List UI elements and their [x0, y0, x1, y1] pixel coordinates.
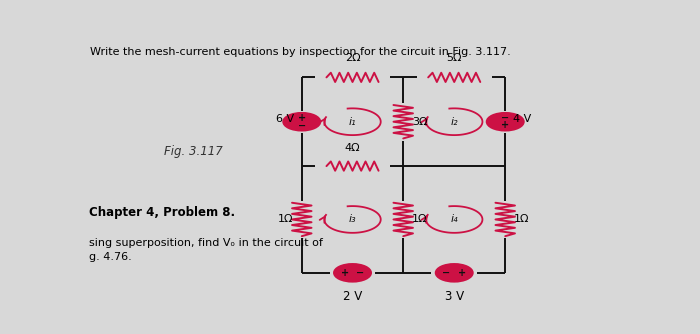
Text: 1Ω: 1Ω — [514, 214, 529, 224]
Text: −: − — [501, 113, 510, 123]
Text: i₃: i₃ — [349, 214, 356, 224]
Text: 2Ω: 2Ω — [344, 53, 360, 63]
Text: 2 V: 2 V — [343, 290, 362, 303]
Text: +: + — [458, 268, 466, 278]
Text: +: + — [501, 121, 510, 130]
Text: Write the mesh-current equations by inspection for the circuit in Fig. 3.117.: Write the mesh-current equations by insp… — [90, 46, 511, 56]
Text: Chapter 4, Problem 8.: Chapter 4, Problem 8. — [89, 206, 235, 219]
Text: Fig. 3.117: Fig. 3.117 — [164, 145, 223, 158]
Text: i₄: i₄ — [450, 214, 458, 224]
Text: +: + — [298, 113, 306, 123]
Text: −: − — [442, 268, 451, 278]
Text: 1Ω: 1Ω — [412, 214, 428, 224]
Text: 1Ω: 1Ω — [278, 214, 293, 224]
Text: 6 V: 6 V — [276, 114, 294, 124]
Text: 3 V: 3 V — [444, 290, 464, 303]
Text: −: − — [356, 268, 364, 278]
Text: −: − — [298, 121, 306, 130]
Circle shape — [284, 113, 320, 131]
Text: 5Ω: 5Ω — [447, 53, 462, 63]
Text: sing superposition, find Vₒ in the circuit of
g. 4.76.: sing superposition, find Vₒ in the circu… — [89, 238, 323, 262]
Text: 4Ω: 4Ω — [344, 143, 360, 153]
Text: +: + — [341, 268, 349, 278]
Text: 4 V: 4 V — [513, 114, 531, 124]
Circle shape — [334, 264, 371, 282]
Circle shape — [436, 264, 473, 282]
Text: i₂: i₂ — [450, 117, 458, 127]
Text: i₁: i₁ — [349, 117, 356, 127]
Circle shape — [486, 113, 524, 131]
Text: 3Ω: 3Ω — [412, 117, 428, 127]
